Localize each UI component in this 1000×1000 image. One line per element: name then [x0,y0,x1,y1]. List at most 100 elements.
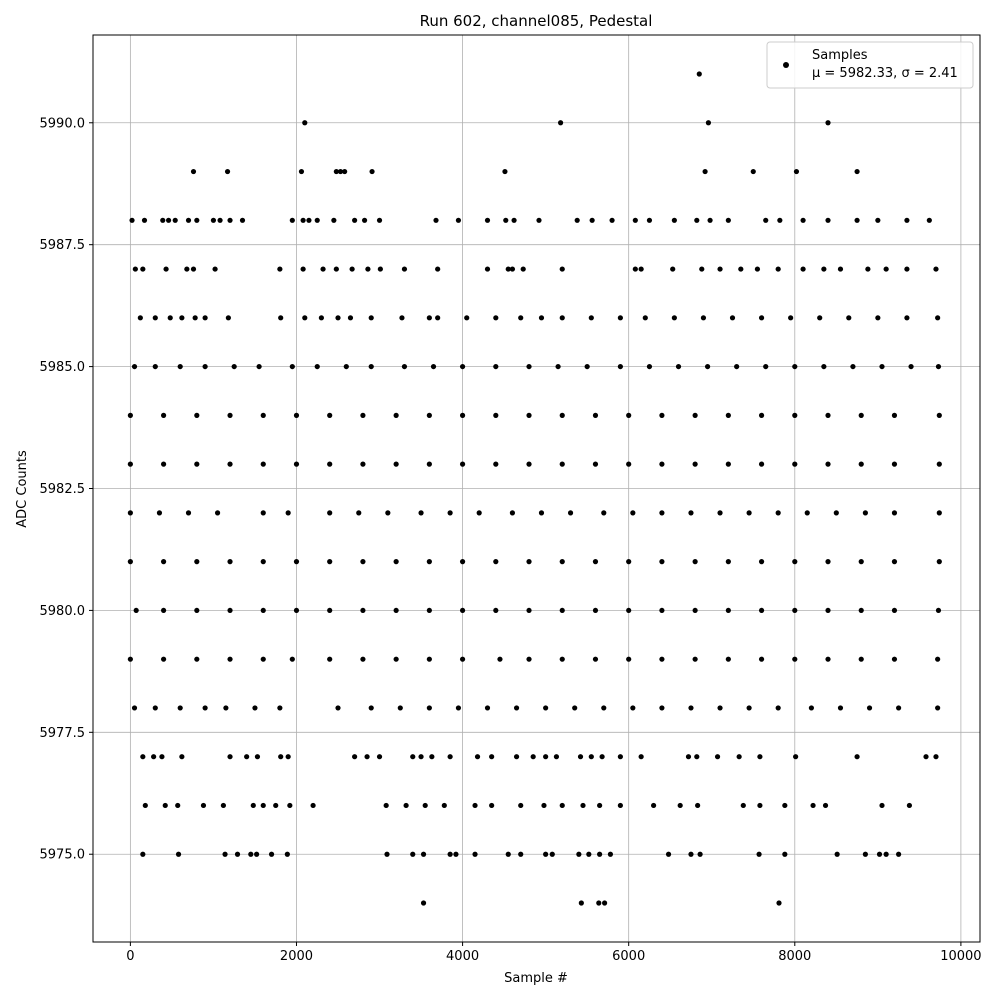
data-point [493,461,499,467]
data-point [626,461,632,467]
data-point [705,120,712,126]
data-point [327,412,333,418]
data-point [310,802,316,809]
data-point [268,851,275,857]
data-point [327,559,333,565]
data-point [707,217,713,223]
data-point [800,217,806,223]
data-point [543,754,549,760]
data-point [234,851,241,857]
data-point [626,412,632,418]
data-point [617,802,623,809]
data-point [426,461,432,467]
legend-marker [783,62,789,68]
data-point [543,851,549,857]
data-point [584,363,590,370]
data-point [175,802,181,809]
data-point [891,656,898,662]
data-point [758,315,765,321]
data-point [435,315,441,321]
data-point [694,754,700,760]
data-point [420,851,427,857]
data-point [659,705,665,711]
data-point [202,705,208,711]
data-point [368,705,374,711]
y-tick-label: 5982.5 [40,482,86,497]
data-point [576,851,582,857]
data-point [699,266,705,272]
data-point [659,461,665,467]
legend-label: Samples [812,48,868,63]
x-tick-label: 2000 [280,949,313,964]
data-point [447,510,453,516]
data-point [160,412,167,418]
data-point [559,315,565,321]
data-point [227,559,233,565]
data-point [821,363,827,370]
data-point [426,315,432,321]
data-point [244,754,250,760]
data-point [190,266,197,272]
data-point [596,900,602,906]
data-point [327,607,333,614]
data-point [671,315,677,321]
data-point [543,705,549,711]
data-point [156,510,163,516]
data-point [692,461,698,467]
grid-lines [93,35,980,942]
data-point [260,461,266,467]
data-point [858,559,864,565]
data-point [908,363,914,370]
y-axis-label: ADC Counts [15,450,30,528]
data-point [725,412,731,418]
data-point [758,656,765,662]
data-point [670,266,676,272]
data-point [426,656,432,662]
y-tick-label: 5990.0 [40,116,86,131]
data-point [360,607,366,614]
data-point [300,266,306,272]
data-points [127,71,942,906]
data-point [278,315,284,321]
data-point [260,802,266,809]
data-point [223,705,229,711]
data-point [335,705,341,711]
data-point [876,851,883,857]
data-point [675,363,682,370]
data-point [896,851,902,857]
data-point [239,217,246,223]
data-point [559,559,565,565]
data-point [589,217,595,223]
data-point [646,217,653,223]
data-point [254,851,260,857]
data-point [352,217,358,223]
data-point [227,607,233,614]
data-point [410,851,416,857]
data-point [555,363,561,370]
data-point [503,217,509,223]
data-point [758,461,765,467]
data-point [756,851,762,857]
legend: Samples μ = 5982.33, σ = 2.41 [766,41,974,89]
data-point [825,120,831,126]
x-tick-label: 4000 [446,949,479,964]
data-point [331,217,337,223]
data-point [435,266,441,272]
data-point [671,217,677,223]
data-point [923,754,929,760]
data-point [293,412,300,418]
data-point [159,754,165,760]
data-point [327,510,333,516]
data-point [559,412,565,418]
data-point [509,510,516,516]
data-point [754,266,761,272]
data-point [256,363,262,370]
data-point [376,217,383,223]
data-point [858,461,864,467]
data-point [792,363,798,370]
data-point [484,266,491,272]
data-point [202,315,208,321]
data-point [293,607,300,614]
data-point [607,851,614,857]
data-point [526,656,532,662]
